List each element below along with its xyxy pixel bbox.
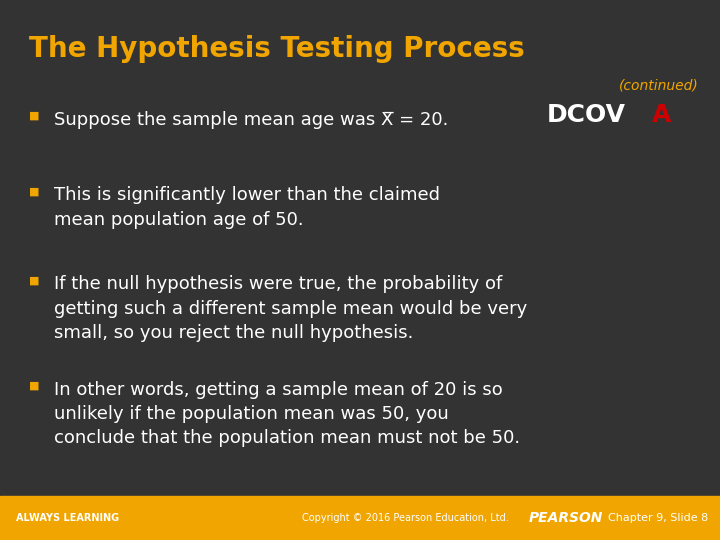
Text: DCOV: DCOV [547,103,626,126]
Text: Chapter 9, Slide 8: Chapter 9, Slide 8 [608,513,708,523]
Text: (continued): (continued) [618,78,698,92]
Text: Copyright © 2016 Pearson Education, Ltd.: Copyright © 2016 Pearson Education, Ltd. [302,513,509,523]
Text: A: A [652,103,671,126]
Bar [0,496,720,540]
Text: ■: ■ [29,186,40,197]
Text: The Hypothesis Testing Process: The Hypothesis Testing Process [29,35,525,63]
Text: ■: ■ [29,111,40,121]
Text: PEARSON: PEARSON [529,511,603,525]
Text: ALWAYS LEARNING: ALWAYS LEARNING [16,513,119,523]
Text: This is significantly lower than the claimed
mean population age of 50.: This is significantly lower than the cla… [54,186,440,228]
Text: ■: ■ [29,381,40,391]
Text: In other words, getting a sample mean of 20 is so
unlikely if the population mea: In other words, getting a sample mean of… [54,381,520,447]
Text: Suppose the sample mean age was X̅ = 20.: Suppose the sample mean age was X̅ = 20. [54,111,449,129]
Text: If the null hypothesis were true, the probability of
getting such a different sa: If the null hypothesis were true, the pr… [54,275,527,342]
Text: ■: ■ [29,275,40,286]
